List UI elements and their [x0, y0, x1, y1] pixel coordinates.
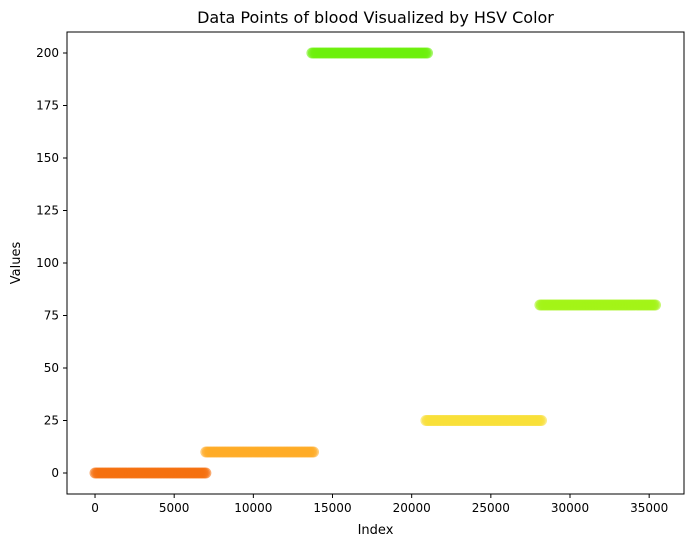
plot-area-frame: [66, 31, 685, 495]
y-tick-label: 175: [36, 99, 59, 113]
y-axis-label: Values: [9, 242, 24, 285]
x-tick-label: 20000: [393, 501, 431, 515]
y-tick-label: 75: [44, 309, 59, 323]
chart-title: Data Points of blood Visualized by HSV C…: [197, 8, 554, 27]
x-tick-label: 10000: [234, 501, 272, 515]
data-point: [650, 299, 661, 311]
y-tick-label: 25: [44, 414, 59, 428]
data-point: [422, 47, 434, 59]
x-axis: 0 5000 10000 15000 20000 25000 30000 35000: [91, 494, 668, 515]
y-tick-label: 200: [36, 46, 59, 60]
y-tick-label: 100: [36, 256, 59, 270]
y-tick-label: 0: [51, 466, 59, 480]
x-tick-label: 30000: [551, 501, 589, 515]
x-tick-label: 15000: [313, 501, 351, 515]
y-tick-label: 150: [36, 151, 59, 165]
x-tick-label: 0: [91, 501, 99, 515]
y-tick-label: 125: [36, 204, 59, 218]
y-tick-label: 50: [44, 361, 59, 375]
x-axis-label: Index: [358, 523, 394, 538]
x-tick-label: 5000: [159, 501, 190, 515]
data-points-layer: [89, 47, 661, 479]
data-point: [536, 415, 548, 426]
data-point: [308, 446, 320, 458]
y-axis: 0 25 50 75 100 125 150 175 200: [36, 46, 67, 480]
x-tick-label: 25000: [472, 501, 510, 515]
x-tick-label: 35000: [630, 501, 668, 515]
data-point: [200, 467, 212, 479]
